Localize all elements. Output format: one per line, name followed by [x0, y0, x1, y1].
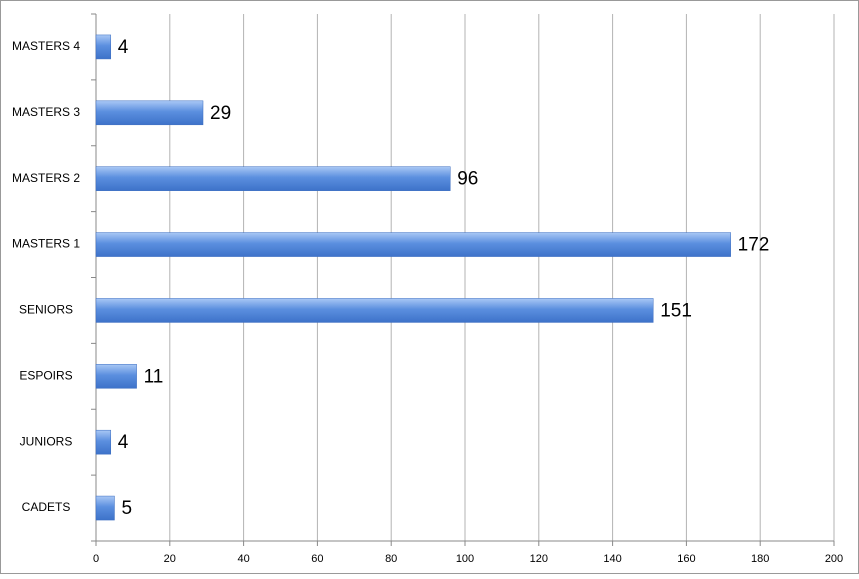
y-tick-label: MASTERS 2: [12, 171, 80, 185]
bar: [95, 495, 115, 521]
bar: [95, 298, 654, 323]
x-tick-label: 80: [385, 553, 397, 565]
x-tick-label: 0: [93, 553, 99, 565]
bar: [95, 364, 137, 389]
y-tick-label: ESPOIRS: [19, 368, 72, 382]
x-tick-label: 200: [825, 553, 843, 565]
value-label: 5: [121, 498, 132, 519]
bar: [95, 429, 112, 455]
value-label: 4: [118, 37, 129, 58]
y-tick-label: MASTERS 1: [12, 237, 80, 251]
y-tick-label: SENIORS: [19, 303, 73, 317]
y-tick-label: JUNIORS: [20, 434, 73, 448]
x-tick-label: 40: [237, 553, 249, 565]
bar: [95, 100, 204, 126]
value-label: 172: [738, 235, 770, 256]
value-label: 11: [144, 366, 164, 387]
value-label: 4: [118, 432, 129, 453]
value-label: 151: [660, 300, 692, 321]
x-tick-label: 180: [751, 553, 769, 565]
bar: [95, 34, 112, 60]
bar: [95, 166, 451, 191]
x-tick-label: 160: [677, 553, 695, 565]
y-tick-label: CADETS: [22, 500, 71, 514]
y-tick-label: MASTERS 3: [12, 105, 80, 119]
value-label: 29: [210, 103, 231, 124]
x-tick-label: 20: [164, 553, 176, 565]
y-tick-label: MASTERS 4: [12, 39, 80, 53]
value-label: 96: [457, 169, 478, 190]
x-tick-label: 100: [456, 553, 474, 565]
x-tick-label: 140: [603, 553, 621, 565]
x-tick-label: 60: [311, 553, 323, 565]
x-tick-label: 120: [530, 553, 548, 565]
bar: [95, 232, 731, 257]
